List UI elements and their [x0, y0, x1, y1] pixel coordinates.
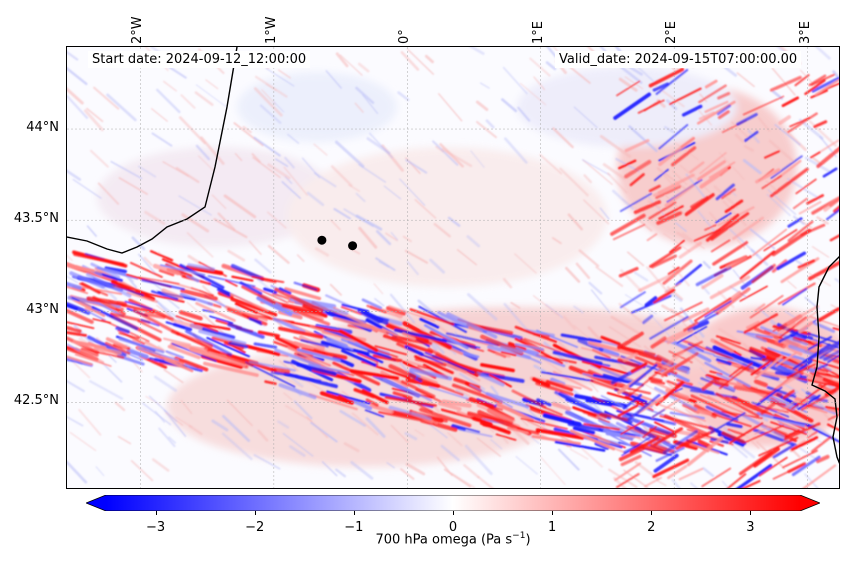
coastline-east	[811, 256, 839, 464]
lat-tick-label: 44°N	[26, 120, 59, 136]
colorbar-tick-mark	[453, 511, 454, 515]
colorbar-tick-mark	[254, 511, 256, 515]
colorbar-tick-label: 0	[448, 520, 458, 535]
station-markers	[317, 235, 358, 251]
start-date-label: Start date: 2024-09-12_12:00:00	[88, 51, 311, 68]
lat-tick-label: 43.5°N	[13, 211, 59, 227]
omega-field-map	[67, 47, 839, 488]
station-point	[317, 235, 327, 245]
valid-date-label: Valid_date: 2024-09-15T07:00:00.00	[555, 51, 802, 68]
colorbar-label: 700 hPa omega (Pa s−1)	[0, 531, 850, 547]
omega-streaks	[67, 47, 839, 488]
colorbar-label-sup: −1	[512, 531, 526, 541]
lat-tick-label: 42.5°N	[13, 393, 59, 409]
colorbar-label-main: 700 hPa omega (Pa s	[375, 532, 513, 548]
colorbar-tick-mark	[353, 511, 355, 515]
lon-tick-label: 1°W	[263, 16, 279, 44]
lon-tick-label: 2°W	[130, 16, 146, 44]
colorbar-tick-label: −2	[245, 520, 265, 535]
gridlines	[67, 47, 839, 488]
colorbar-tick-label: −3	[145, 520, 166, 535]
colorbar-tick-label: 2	[647, 520, 656, 535]
colorbar-tick-mark	[651, 511, 653, 515]
colorbar-tick-mark	[552, 511, 554, 515]
lon-tick-label: 2°E	[664, 21, 680, 44]
lat-tick-label: 43°N	[26, 302, 59, 318]
lon-tick-label: 0°	[397, 29, 413, 44]
colorbar-gradient	[106, 495, 800, 511]
lon-tick-label: 1°E	[530, 21, 546, 44]
colorbar	[86, 495, 820, 511]
colorbar-extend-high	[800, 495, 820, 511]
map-panel	[66, 46, 840, 489]
colorbar-tick-mark	[750, 511, 752, 515]
station-point	[348, 241, 358, 251]
colorbar-tick-label: −1	[344, 520, 364, 535]
colorbar-label-end: )	[525, 532, 531, 548]
coastline-west	[67, 47, 238, 254]
colorbar-tick-mark	[155, 511, 157, 515]
colorbar-extend-low	[86, 495, 106, 511]
lon-tick-label: 3°E	[797, 21, 813, 44]
colorbar-tick-label: 1	[548, 520, 557, 535]
colorbar-tick-label: 3	[746, 520, 755, 535]
